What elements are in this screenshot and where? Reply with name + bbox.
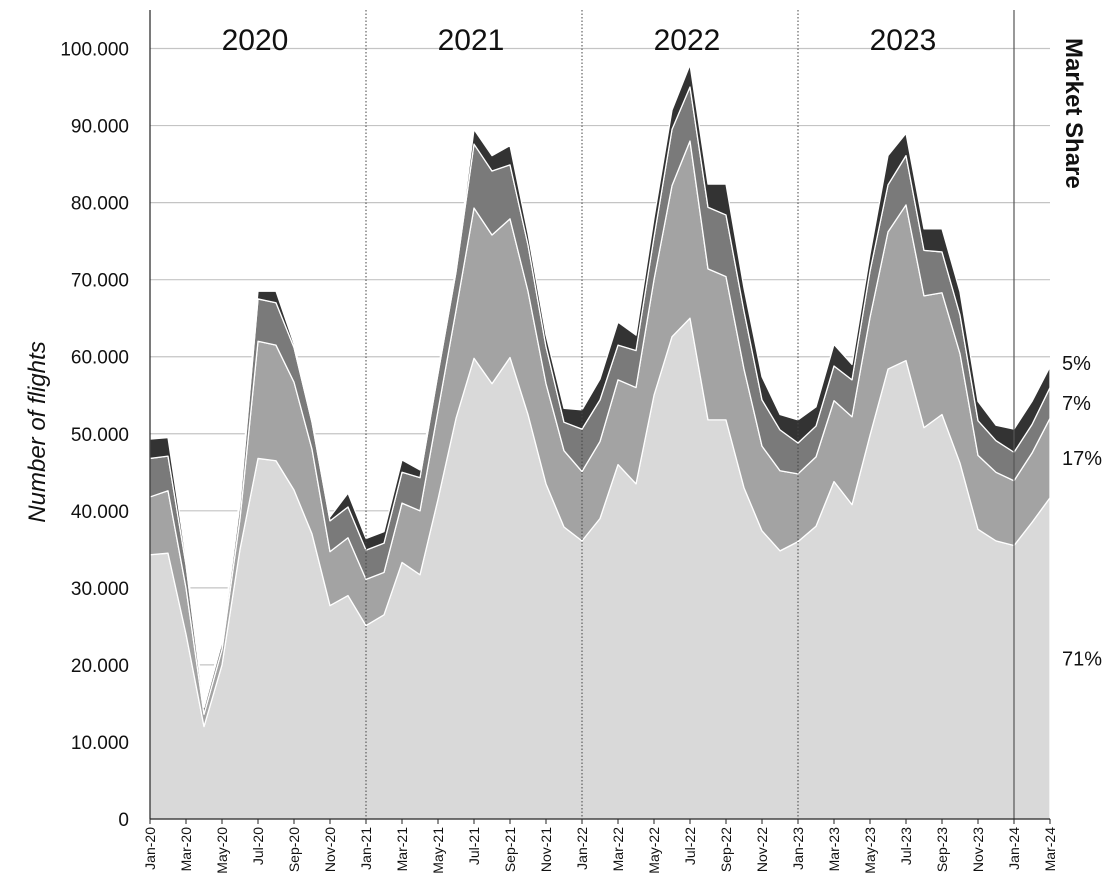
y-tick-label: 90.000 <box>71 117 129 138</box>
x-tick-label: Jan-21 <box>358 827 374 870</box>
year-label: 2021 <box>438 24 505 57</box>
area-series-5pct <box>149 64 1051 708</box>
x-tick-label: Jan-23 <box>790 827 806 870</box>
x-tick-labels: Jan-20 Mar-20 May-20 Jul-20 Sep-20 Nov-20 Jan-… <box>142 819 1058 874</box>
x-tick-label: Nov-22 <box>754 827 770 872</box>
year-labels: 2020 2021 2022 2023 <box>222 24 937 57</box>
y-tick-label: 30.000 <box>71 579 129 600</box>
x-tick-label: Mar-20 <box>178 827 194 872</box>
x-tick-label: Mar-24 <box>1042 827 1058 872</box>
x-tick-label: Jan-24 <box>1006 827 1022 870</box>
y-tick-label: 0 <box>118 810 129 831</box>
x-tick-label: Mar-22 <box>610 827 626 872</box>
area-layers <box>149 64 1051 820</box>
year-label: 2022 <box>654 24 721 57</box>
market-share-label: 17% <box>1062 448 1102 470</box>
year-label: 2020 <box>222 24 289 57</box>
market-share-label: 7% <box>1062 393 1091 415</box>
x-tick-label: May-22 <box>646 827 662 874</box>
x-tick-label: Mar-21 <box>394 827 410 872</box>
year-dividers <box>365 10 1015 819</box>
y-tick-labels: 0 10.000 20.000 30.000 40.000 50.000 60.000 70.… <box>60 40 129 831</box>
x-tick-label: May-21 <box>430 827 446 874</box>
y-tick-label: 20.000 <box>71 656 129 677</box>
x-tick-label: Nov-21 <box>538 827 554 872</box>
y-tick-label: 100.000 <box>60 40 129 61</box>
x-tick-label: May-20 <box>214 827 230 874</box>
x-tick-label: Sep-20 <box>286 827 302 872</box>
x-tick-label: Jan-20 <box>142 827 158 870</box>
market-share-labels: 71% 17% 7% 5% <box>1062 353 1102 670</box>
y-tick-label: 50.000 <box>71 425 129 446</box>
x-tick-label: Jul-23 <box>898 827 914 865</box>
x-tick-label: Mar-23 <box>826 827 842 872</box>
x-tick-label: Nov-20 <box>322 827 338 872</box>
y-tick-label: 70.000 <box>71 271 129 292</box>
year-label: 2023 <box>870 24 937 57</box>
x-tick-label: May-23 <box>862 827 878 874</box>
y-tick-label: 40.000 <box>71 502 129 523</box>
x-tick-label: Sep-21 <box>502 827 518 872</box>
market-share-label: 5% <box>1062 353 1091 375</box>
x-tick-label: Jul-20 <box>250 827 266 865</box>
x-tick-label: Nov-23 <box>970 827 986 872</box>
y-axis-label: Number of flights <box>24 341 51 522</box>
x-tick-label: Jul-22 <box>682 827 698 865</box>
x-tick-label: Sep-22 <box>718 827 734 872</box>
y-tick-label: 80.000 <box>71 194 129 215</box>
axes <box>149 10 1050 820</box>
market-share-title: Market Share <box>1060 38 1087 189</box>
market-share-label: 71% <box>1062 648 1102 670</box>
x-tick-label: Jan-22 <box>574 827 590 870</box>
y-tick-label: 60.000 <box>71 348 129 369</box>
x-tick-label: Sep-23 <box>934 827 950 872</box>
y-tick-label: 10.000 <box>71 733 129 754</box>
x-tick-label: Jul-21 <box>466 827 482 865</box>
